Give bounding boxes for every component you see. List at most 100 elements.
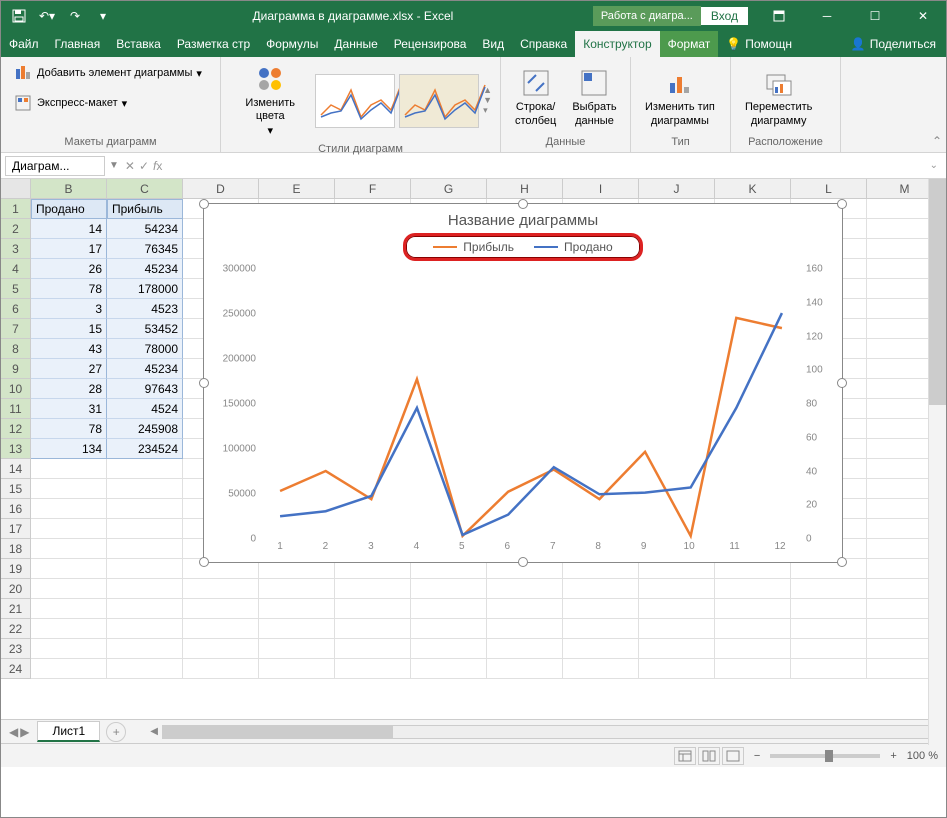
cell[interactable] (107, 619, 183, 639)
cell[interactable] (31, 619, 107, 639)
cell[interactable]: 78000 (107, 339, 183, 359)
cell[interactable] (715, 599, 791, 619)
cell[interactable] (335, 599, 411, 619)
tab-review[interactable]: Рецензирова (386, 31, 475, 57)
row-header[interactable]: 14 (1, 459, 31, 479)
cell[interactable] (411, 599, 487, 619)
maximize-icon[interactable]: ☐ (852, 1, 898, 31)
cell[interactable] (107, 559, 183, 579)
quick-layout-button[interactable]: Экспресс-макет▾ (9, 91, 131, 115)
row-header[interactable]: 3 (1, 239, 31, 259)
select-all-corner[interactable] (1, 179, 31, 198)
tab-help[interactable]: Справка (512, 31, 575, 57)
undo-icon[interactable]: ↶▾ (37, 6, 57, 26)
tab-home[interactable]: Главная (47, 31, 109, 57)
cell[interactable] (639, 639, 715, 659)
cell[interactable]: 28 (31, 379, 107, 399)
cell[interactable]: 4524 (107, 399, 183, 419)
cell[interactable] (259, 579, 335, 599)
cell[interactable]: 17 (31, 239, 107, 259)
col-header[interactable]: F (335, 179, 411, 198)
move-chart-button[interactable]: Переместить диаграмму (739, 65, 818, 129)
chart-plot[interactable]: 050000100000150000200000250000300000 020… (260, 269, 802, 539)
sheet-next-icon[interactable]: ▶ (20, 725, 29, 739)
cell[interactable] (411, 619, 487, 639)
cell[interactable] (487, 599, 563, 619)
col-header[interactable]: H (487, 179, 563, 198)
tab-layout[interactable]: Разметка стр (169, 31, 258, 57)
cell[interactable] (31, 459, 107, 479)
cell[interactable] (487, 619, 563, 639)
cell[interactable]: 27 (31, 359, 107, 379)
cell[interactable] (107, 579, 183, 599)
cell[interactable] (31, 539, 107, 559)
cell[interactable] (31, 519, 107, 539)
cell[interactable] (563, 579, 639, 599)
cell[interactable] (31, 479, 107, 499)
cell[interactable] (411, 579, 487, 599)
cell[interactable]: 26 (31, 259, 107, 279)
row-header[interactable]: 19 (1, 559, 31, 579)
tab-view[interactable]: Вид (474, 31, 512, 57)
cell[interactable] (715, 639, 791, 659)
tab-formulas[interactable]: Формулы (258, 31, 326, 57)
row-header[interactable]: 4 (1, 259, 31, 279)
cell[interactable]: 15 (31, 319, 107, 339)
cell[interactable]: 53452 (107, 319, 183, 339)
tell-me[interactable]: 💡Помощн (718, 31, 800, 57)
tab-design[interactable]: Конструктор (575, 31, 659, 57)
cell[interactable] (639, 579, 715, 599)
add-chart-element-button[interactable]: Добавить элемент диаграммы▾ (9, 61, 206, 85)
cell[interactable] (335, 639, 411, 659)
cell[interactable] (107, 479, 183, 499)
tab-format[interactable]: Формат (660, 31, 719, 57)
minimize-icon[interactable]: ─ (804, 1, 850, 31)
cell[interactable] (487, 639, 563, 659)
cell[interactable] (31, 639, 107, 659)
cell[interactable]: 178000 (107, 279, 183, 299)
cell[interactable]: 14 (31, 219, 107, 239)
zoom-out-button[interactable]: − (754, 750, 760, 762)
zoom-slider[interactable] (770, 754, 880, 758)
row-header[interactable]: 15 (1, 479, 31, 499)
chart-legend[interactable]: Прибыль Продано (403, 233, 643, 261)
cell[interactable] (563, 599, 639, 619)
close-icon[interactable]: ✕ (900, 1, 946, 31)
horizontal-scrollbar[interactable]: ◀ ▶ (146, 725, 946, 739)
collapse-ribbon-icon[interactable]: ⌃ (928, 130, 946, 152)
cell[interactable]: Прибыль (107, 199, 183, 219)
cell[interactable]: Продано (31, 199, 107, 219)
row-header[interactable]: 20 (1, 579, 31, 599)
row-header[interactable]: 8 (1, 339, 31, 359)
row-header[interactable]: 12 (1, 419, 31, 439)
cell[interactable] (563, 639, 639, 659)
cancel-fx-icon[interactable]: ✕ (125, 159, 135, 173)
cell[interactable] (107, 659, 183, 679)
row-header[interactable]: 22 (1, 619, 31, 639)
view-page-icon[interactable] (698, 747, 720, 765)
change-type-button[interactable]: Изменить тип диаграммы (639, 65, 721, 129)
add-sheet-button[interactable]: + (106, 722, 126, 742)
formula-input[interactable] (168, 156, 921, 175)
cell[interactable]: 45234 (107, 259, 183, 279)
sheet-prev-icon[interactable]: ◀ (9, 725, 18, 739)
tab-insert[interactable]: Вставка (108, 31, 169, 57)
col-header[interactable]: B (31, 179, 107, 198)
camera-icon[interactable]: ▾ (93, 6, 113, 26)
cell[interactable] (639, 599, 715, 619)
cell[interactable]: 4523 (107, 299, 183, 319)
row-header[interactable]: 1 (1, 199, 31, 219)
row-header[interactable]: 17 (1, 519, 31, 539)
row-header[interactable]: 24 (1, 659, 31, 679)
zoom-in-button[interactable]: + (890, 750, 896, 762)
cell[interactable] (563, 659, 639, 679)
cell[interactable] (791, 599, 867, 619)
view-normal-icon[interactable] (674, 747, 696, 765)
col-header[interactable]: K (715, 179, 791, 198)
col-header[interactable]: J (639, 179, 715, 198)
cell[interactable] (791, 659, 867, 679)
cell[interactable] (335, 619, 411, 639)
cell[interactable]: 134 (31, 439, 107, 459)
enter-fx-icon[interactable]: ✓ (139, 159, 149, 173)
cell[interactable] (259, 659, 335, 679)
